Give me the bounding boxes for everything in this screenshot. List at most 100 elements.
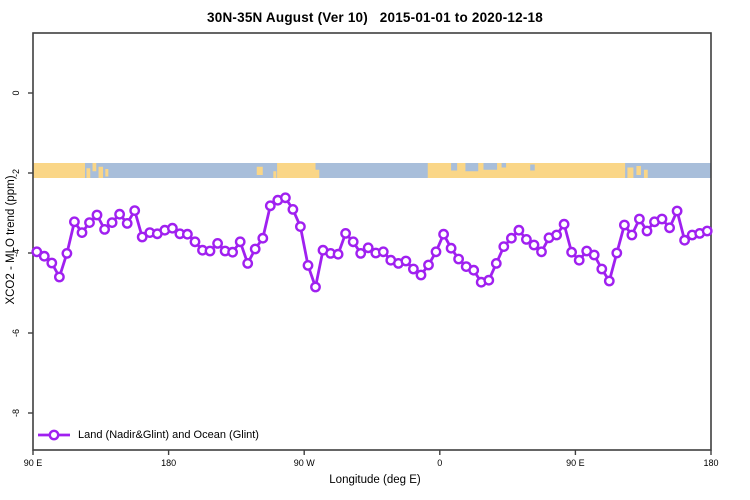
x-axis-title: Longitude (deg E) (329, 474, 421, 486)
data-point-marker (279, 192, 291, 204)
data-point-marker (603, 275, 615, 287)
data-point-marker (347, 236, 359, 248)
data-point-marker (264, 200, 276, 212)
data-point-marker (242, 257, 254, 269)
x-tick-label: 180 (161, 458, 176, 468)
map-strip-sea-segment (501, 163, 507, 168)
data-point-marker (294, 221, 306, 233)
data-point-marker (701, 225, 713, 237)
y-tick-label: -2 (11, 169, 21, 177)
data-point-marker (54, 271, 65, 283)
data-point-marker (355, 247, 367, 259)
map-strip-land-segment (636, 166, 641, 175)
map-strip-land-segment (105, 169, 109, 177)
map-strip-land-segment (427, 163, 626, 178)
data-point-marker (588, 249, 600, 261)
data-point-marker (423, 259, 434, 271)
data-point-marker (69, 216, 80, 228)
data-point-marker (619, 219, 630, 231)
data-point-marker (513, 224, 525, 236)
data-point-marker (551, 229, 562, 241)
x-tick-label: 90 E (24, 458, 43, 468)
data-point-marker (91, 209, 103, 221)
map-strip-sea-segment (483, 163, 498, 170)
map-strip-land-segment (315, 169, 320, 178)
map-strip-land-segment (256, 166, 263, 175)
data-point-marker (76, 227, 88, 239)
map-strip-land-segment (86, 168, 91, 178)
map-strip-land-segment (33, 163, 85, 178)
map-strip-land-segment (277, 163, 316, 178)
data-point-marker (483, 274, 495, 286)
y-tick-label: -4 (11, 249, 21, 257)
data-point-marker (136, 231, 148, 243)
data-point-marker (521, 233, 532, 245)
data-point-marker (430, 246, 442, 258)
x-tick-label: 90 E (566, 458, 585, 468)
data-point-marker (121, 217, 133, 229)
data-point-marker (257, 232, 269, 244)
data-point-marker (249, 243, 261, 255)
x-tick-label: 90 W (294, 458, 316, 468)
map-strip-sea-segment (530, 164, 535, 171)
data-point-marker (445, 242, 457, 254)
data-point-marker (528, 239, 540, 251)
data-point-marker (310, 281, 321, 293)
data-point-marker (227, 246, 239, 258)
data-point-marker (626, 229, 638, 241)
data-point-marker (505, 232, 517, 244)
y-tick-label: -6 (11, 329, 21, 337)
data-point-marker (641, 225, 653, 237)
data-point-marker (679, 234, 690, 246)
data-point-marker (453, 253, 464, 265)
data-point-marker (84, 217, 95, 229)
data-point-marker (490, 257, 502, 269)
data-point-marker (212, 237, 224, 249)
x-tick-label: 0 (437, 458, 442, 468)
map-strip-land-segment (273, 171, 277, 178)
data-point-marker (302, 259, 314, 271)
plot-frame (32, 32, 712, 451)
data-point-marker (234, 236, 246, 248)
data-point-marker (558, 218, 570, 230)
data-point-marker (536, 246, 547, 258)
data-point-marker (189, 236, 201, 248)
map-strip-land-segment (98, 166, 104, 178)
map-strip-land-segment (627, 167, 634, 178)
data-point-marker (671, 205, 683, 217)
data-point-marker (166, 222, 178, 234)
data-point-marker (181, 228, 193, 240)
data-point-marker (61, 247, 73, 259)
data-point-marker (566, 246, 577, 258)
data-point-marker (596, 263, 608, 275)
legend-line-marker-icon (38, 429, 70, 441)
data-point-marker (611, 247, 623, 259)
legend: Land (Nadir&Glint) and Ocean (Glint) (37, 427, 259, 443)
data-point-marker (129, 205, 141, 217)
data-point-marker (656, 213, 668, 225)
data-point-marker (332, 248, 344, 260)
data-point-marker (468, 264, 480, 276)
data-point-marker (498, 241, 510, 253)
y-tick-label: 0 (11, 90, 21, 95)
data-point-marker (415, 269, 427, 281)
legend-label: Land (Nadir&Glint) and Ocean (Glint) (78, 429, 259, 441)
y-tick-label: -8 (11, 409, 21, 417)
map-strip-land-segment (92, 163, 97, 172)
map-strip-sea-segment (451, 163, 458, 171)
data-point-marker (99, 223, 111, 235)
data-point-marker (634, 213, 645, 225)
x-tick-label: 180 (703, 458, 718, 468)
map-strip-sea-segment (465, 163, 479, 172)
data-point-marker (400, 255, 412, 267)
data-point-marker (38, 250, 50, 262)
map-strip-land-segment (643, 169, 648, 178)
data-point-marker (377, 246, 389, 258)
data-point-marker (287, 203, 299, 215)
chart-title: 30N-35N August (Ver 10) 2015-01-01 to 20… (207, 10, 543, 25)
data-point-marker (46, 257, 58, 269)
data-point-marker (438, 228, 449, 240)
data-point-marker (114, 208, 126, 220)
